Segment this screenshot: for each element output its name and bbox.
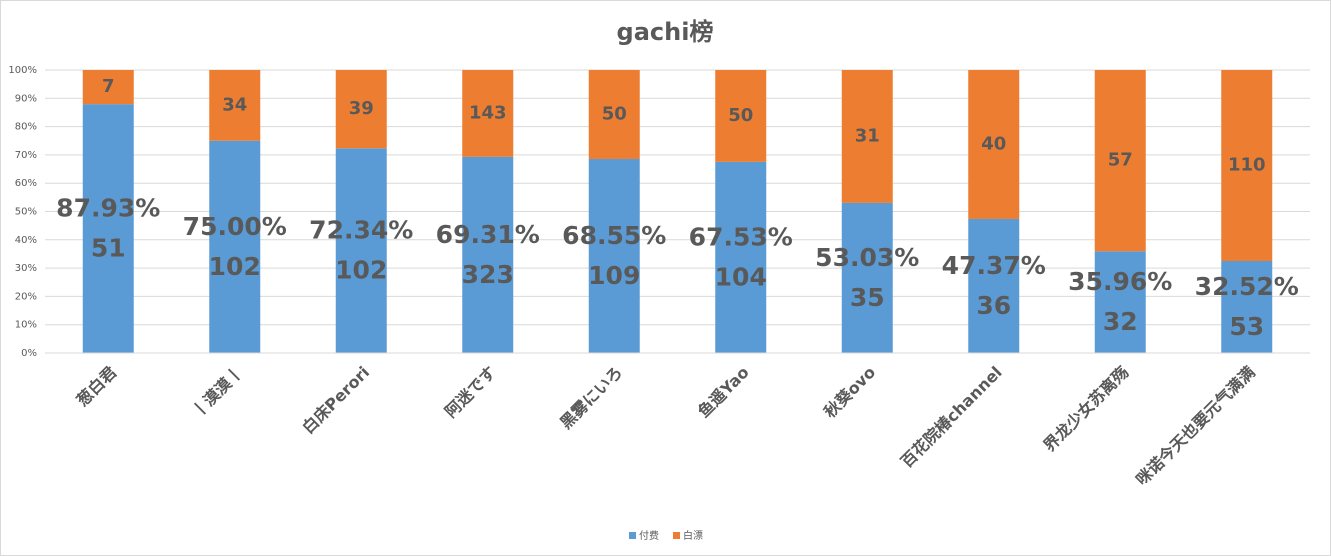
data-label: 32: [1103, 307, 1138, 336]
data-label: 31: [855, 125, 880, 146]
data-label: 53: [1229, 312, 1264, 341]
bar-segment: [1221, 70, 1273, 261]
y-tick-label: 0%: [21, 348, 37, 359]
share-label: 53.03%: [815, 243, 919, 272]
data-label: 39: [349, 98, 374, 119]
y-tick-label: 50%: [15, 207, 37, 218]
bar-segment: [462, 156, 514, 353]
data-label: 51: [91, 234, 126, 263]
data-label: 104: [715, 262, 767, 291]
bar-segment: [335, 148, 387, 353]
legend-label: 付费: [639, 529, 659, 542]
bar-segment: [1094, 70, 1146, 252]
share-label: 32.52%: [1195, 272, 1299, 301]
data-label: 57: [1108, 150, 1133, 171]
y-tick-label: 70%: [15, 150, 37, 161]
legend-swatch: [673, 532, 680, 539]
bar-segment: [209, 140, 261, 353]
share-label: 69.31%: [436, 220, 540, 249]
y-tick-label: 100%: [8, 65, 37, 76]
data-label: 35: [850, 283, 885, 312]
data-label: 50: [728, 105, 753, 126]
y-tick-label: 60%: [15, 178, 37, 189]
data-label: 323: [462, 260, 514, 289]
share-label: 68.55%: [562, 221, 666, 250]
bar-segment: [1221, 260, 1273, 353]
bar-segment: [588, 158, 640, 353]
y-tick-label: 30%: [15, 263, 37, 274]
data-label: 143: [469, 102, 507, 123]
share-label: 87.93%: [56, 194, 160, 223]
share-label: 47.37%: [942, 251, 1046, 280]
data-label: 109: [588, 261, 640, 290]
y-tick-label: 20%: [15, 291, 37, 302]
bar-segment: [82, 104, 134, 353]
data-label: 110: [1228, 154, 1266, 175]
data-label: 36: [976, 291, 1011, 320]
legend-swatch: [629, 532, 636, 539]
bar-segment: [462, 70, 514, 157]
bar-segment: [588, 70, 640, 159]
share-label: 35.96%: [1068, 267, 1172, 296]
data-label: 102: [209, 252, 261, 281]
y-tick-label: 40%: [15, 235, 37, 246]
y-tick-label: 80%: [15, 122, 37, 133]
data-label: 102: [335, 256, 387, 285]
bar-segment: [968, 70, 1020, 219]
bar-segment: [1094, 251, 1146, 353]
y-tick-label: 10%: [15, 320, 37, 331]
data-label: 40: [981, 133, 1006, 154]
y-tick-label: 90%: [15, 93, 37, 104]
data-label: 34: [222, 94, 247, 115]
bar-segment: [82, 70, 134, 105]
bar-segment: [968, 218, 1020, 353]
chart-title: gachi榜: [617, 18, 714, 46]
share-label: 72.34%: [309, 216, 413, 245]
bar-segment: [841, 70, 893, 203]
legend-label: 白漂: [683, 529, 703, 542]
share-label: 75.00%: [183, 212, 287, 241]
bar-segment: [209, 70, 261, 141]
bar-segment: [335, 70, 387, 149]
data-label: 50: [602, 103, 627, 124]
bar-segment: [715, 161, 767, 353]
share-label: 67.53%: [689, 222, 793, 251]
data-label: 7: [102, 76, 115, 97]
bar-segment: [715, 70, 767, 162]
bar-segment: [841, 202, 893, 353]
